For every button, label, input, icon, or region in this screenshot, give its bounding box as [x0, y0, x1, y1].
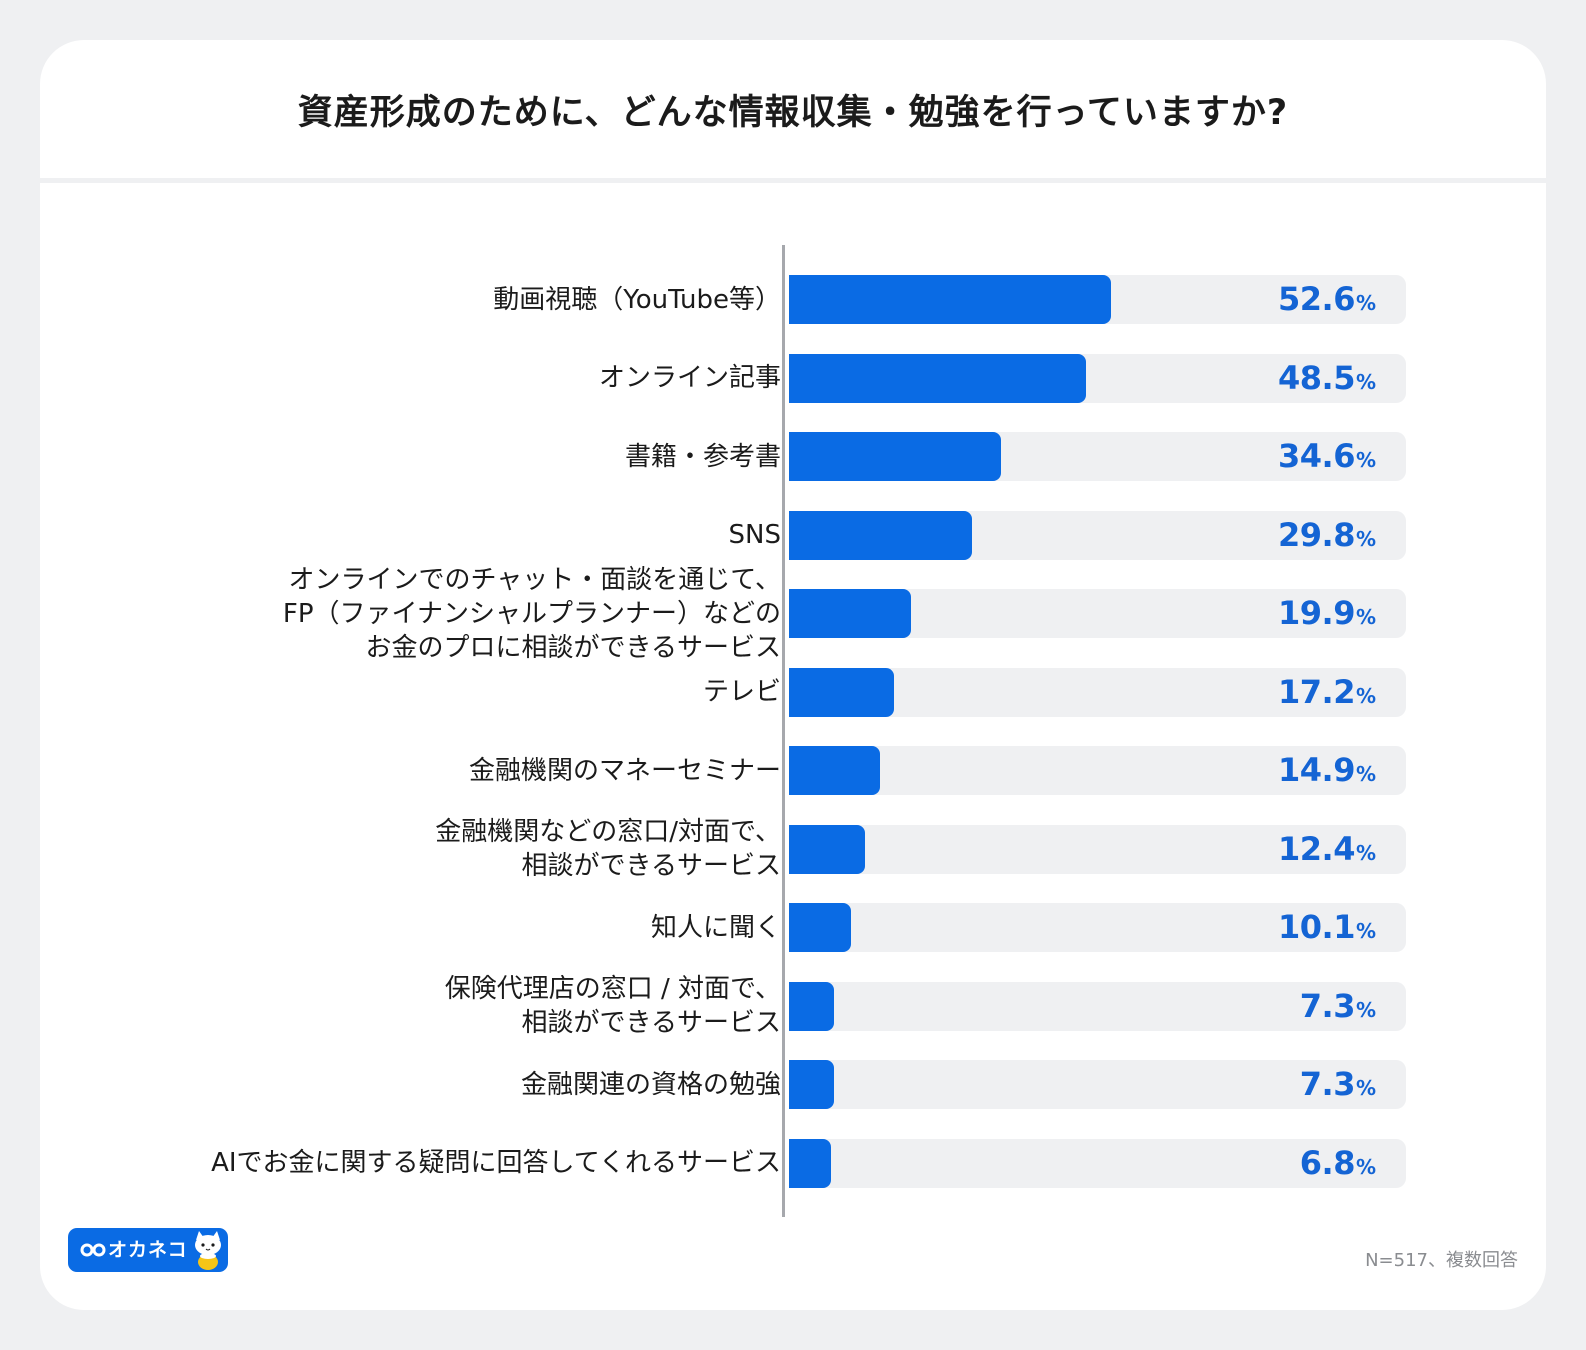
value-label: 7.3% [1300, 982, 1376, 1031]
category-label: SNS [728, 520, 781, 550]
footnote: N=517、複数回答 [1365, 1250, 1518, 1271]
percent-sign: % [1355, 683, 1376, 708]
category-label: 知人に聞く [650, 912, 781, 943]
category-axis-line [782, 245, 785, 1217]
okaneko-logo: オカネコ [68, 1228, 228, 1272]
bar [789, 275, 1112, 324]
value-label: 6.8% [1300, 1139, 1376, 1188]
percent-sign: % [1355, 762, 1376, 786]
value-number: 17.2 [1278, 672, 1355, 711]
bar [789, 1138, 831, 1188]
value-label: 48.5% [1278, 354, 1376, 403]
bar-track [789, 824, 1406, 874]
value-number: 19.9 [1278, 594, 1355, 632]
bar [789, 510, 972, 560]
value-number: 29.8 [1278, 515, 1355, 554]
percent-sign: % [1355, 291, 1376, 315]
percent-sign: % [1355, 919, 1376, 943]
bar [789, 903, 851, 952]
value-number: 12.4 [1278, 829, 1355, 868]
value-label: 14.9% [1278, 746, 1376, 795]
value-number: 34.6 [1278, 437, 1355, 475]
bar-track [789, 1138, 1406, 1188]
category-label: オンラインでのチャット・面談を通じて、 FP（ファイナンシャルプランナー）などの… [282, 564, 781, 663]
infinity-mark-icon [80, 1243, 106, 1257]
title-bar: 資産形成のために、どんな情報収集・勉強を行っていますか? [40, 40, 1546, 178]
percent-sign: % [1355, 526, 1376, 551]
value-label: 52.6% [1278, 275, 1376, 324]
value-label: 12.4% [1278, 825, 1376, 874]
value-number: 6.8 [1299, 1143, 1356, 1182]
category-label: 金融機関などの窓口/対面で、 相談ができるサービス [435, 817, 781, 881]
value-label: 29.8% [1278, 511, 1376, 560]
value-number: 7.3 [1299, 986, 1356, 1025]
value-label: 34.6% [1278, 432, 1376, 481]
value-number: 10.1 [1278, 908, 1355, 946]
bar [789, 667, 895, 717]
percent-sign: % [1355, 448, 1376, 472]
bar [789, 824, 865, 874]
bar [789, 353, 1087, 403]
bar-track [789, 981, 1406, 1031]
bar [789, 589, 911, 638]
bar [789, 432, 1002, 481]
value-number: 52.6 [1278, 280, 1355, 318]
percent-sign: % [1355, 1154, 1376, 1179]
category-label: 金融関連の資格の勉強 [520, 1069, 781, 1100]
category-label: 保険代理店の窓口 / 対面で、 相談ができるサービス [444, 974, 781, 1038]
bar [789, 1060, 834, 1109]
category-label: 金融機関のマネーセミナー [468, 755, 781, 786]
value-number: 48.5 [1278, 358, 1355, 397]
category-label: 書籍・参考書 [624, 441, 781, 472]
chart-title: 資産形成のために、どんな情報収集・勉強を行っていますか? [297, 92, 1289, 133]
category-label: 動画視聴（YouTube等） [493, 284, 781, 315]
okaneko-cat-icon [195, 1231, 221, 1270]
percent-sign: % [1355, 840, 1376, 865]
value-number: 7.3 [1299, 1065, 1356, 1103]
logo-text: オカネコ [108, 1239, 188, 1261]
value-label: 17.2% [1278, 668, 1376, 717]
chart-card: 資産形成のために、どんな情報収集・勉強を行っていますか? 動画視聴（YouTub… [40, 40, 1546, 1310]
percent-sign: % [1355, 997, 1376, 1022]
bar [789, 981, 834, 1031]
bar [789, 746, 881, 795]
percent-sign: % [1355, 369, 1376, 394]
category-label: AIでお金に関する疑問に回答してくれるサービス [211, 1148, 781, 1178]
category-label: オンライン記事 [598, 363, 781, 393]
title-divider [40, 178, 1546, 183]
value-label: 19.9% [1278, 589, 1376, 638]
bar-track [789, 903, 1406, 952]
value-label: 7.3% [1300, 1060, 1376, 1109]
value-number: 14.9 [1278, 751, 1355, 789]
bar-chart: 動画視聴（YouTube等） 52.6% オンライン記事 48.5% 書籍・参考書 34.… [40, 40, 1546, 1310]
bar-track [789, 746, 1406, 795]
value-label: 10.1% [1278, 903, 1376, 952]
percent-sign: % [1355, 1076, 1376, 1100]
category-label: テレビ [702, 677, 781, 707]
percent-sign: % [1355, 605, 1376, 629]
bar-track [789, 1060, 1406, 1109]
